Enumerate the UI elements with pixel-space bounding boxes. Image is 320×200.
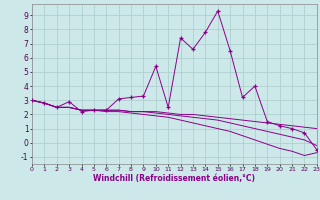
X-axis label: Windchill (Refroidissement éolien,°C): Windchill (Refroidissement éolien,°C) <box>93 174 255 183</box>
